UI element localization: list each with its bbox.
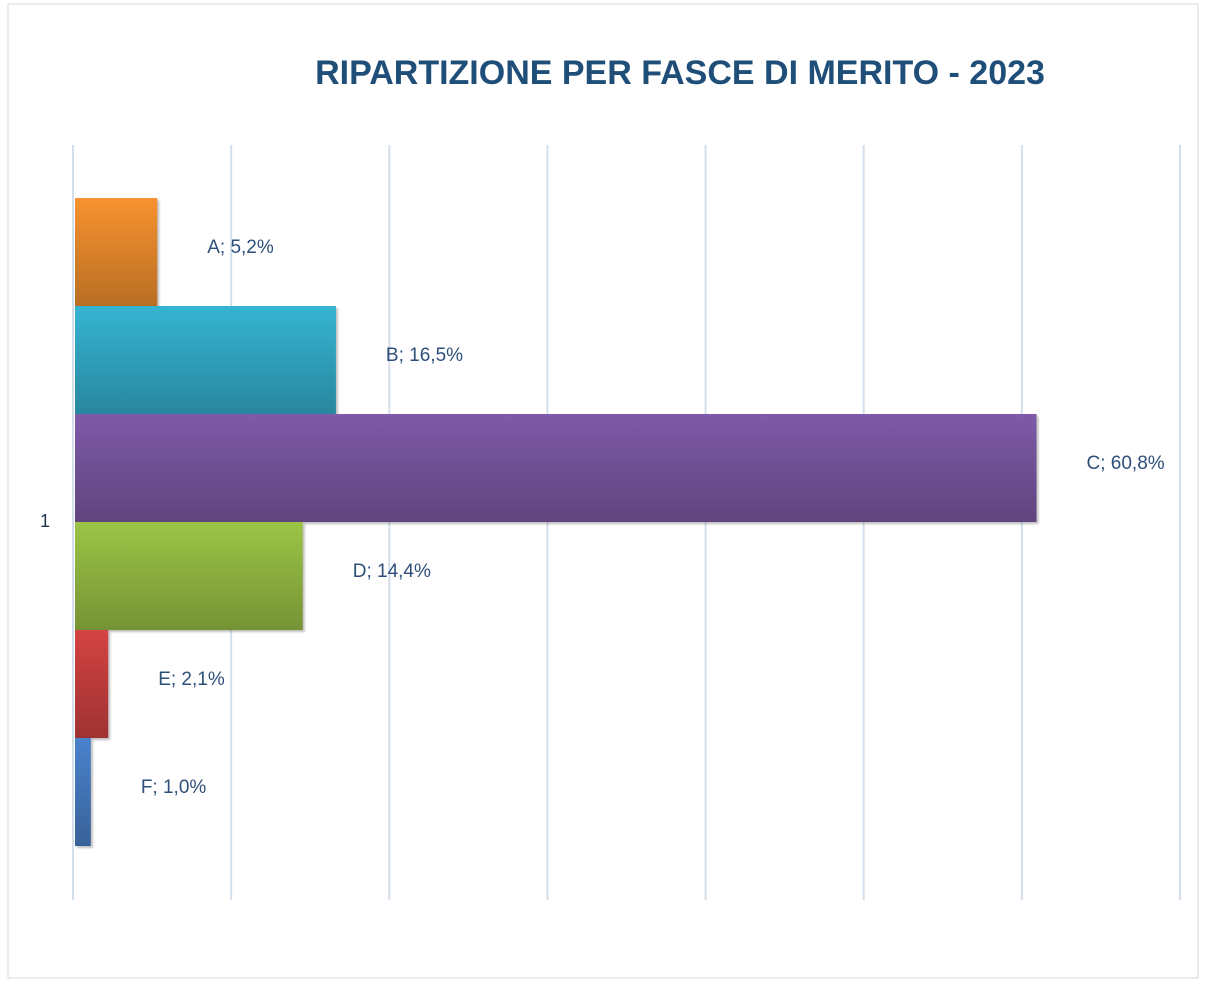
data-label: C; 60,8%	[1087, 453, 1165, 474]
data-label: D; 14,4%	[353, 561, 431, 582]
bar	[75, 738, 91, 846]
bar	[75, 522, 303, 630]
data-label: E; 2,1%	[158, 669, 225, 690]
data-label: F; 1,0%	[141, 777, 207, 798]
chart-border	[7, 3, 1199, 979]
data-label: A; 5,2%	[207, 237, 274, 258]
bar	[75, 306, 336, 414]
y-tick-label: 1	[40, 511, 50, 531]
chart-title: RIPARTIZIONE PER FASCE DI MERITO - 2023	[315, 54, 1045, 92]
bar	[75, 198, 158, 306]
bar	[75, 630, 109, 738]
bar	[75, 414, 1037, 522]
data-label: B; 16,5%	[386, 345, 463, 366]
